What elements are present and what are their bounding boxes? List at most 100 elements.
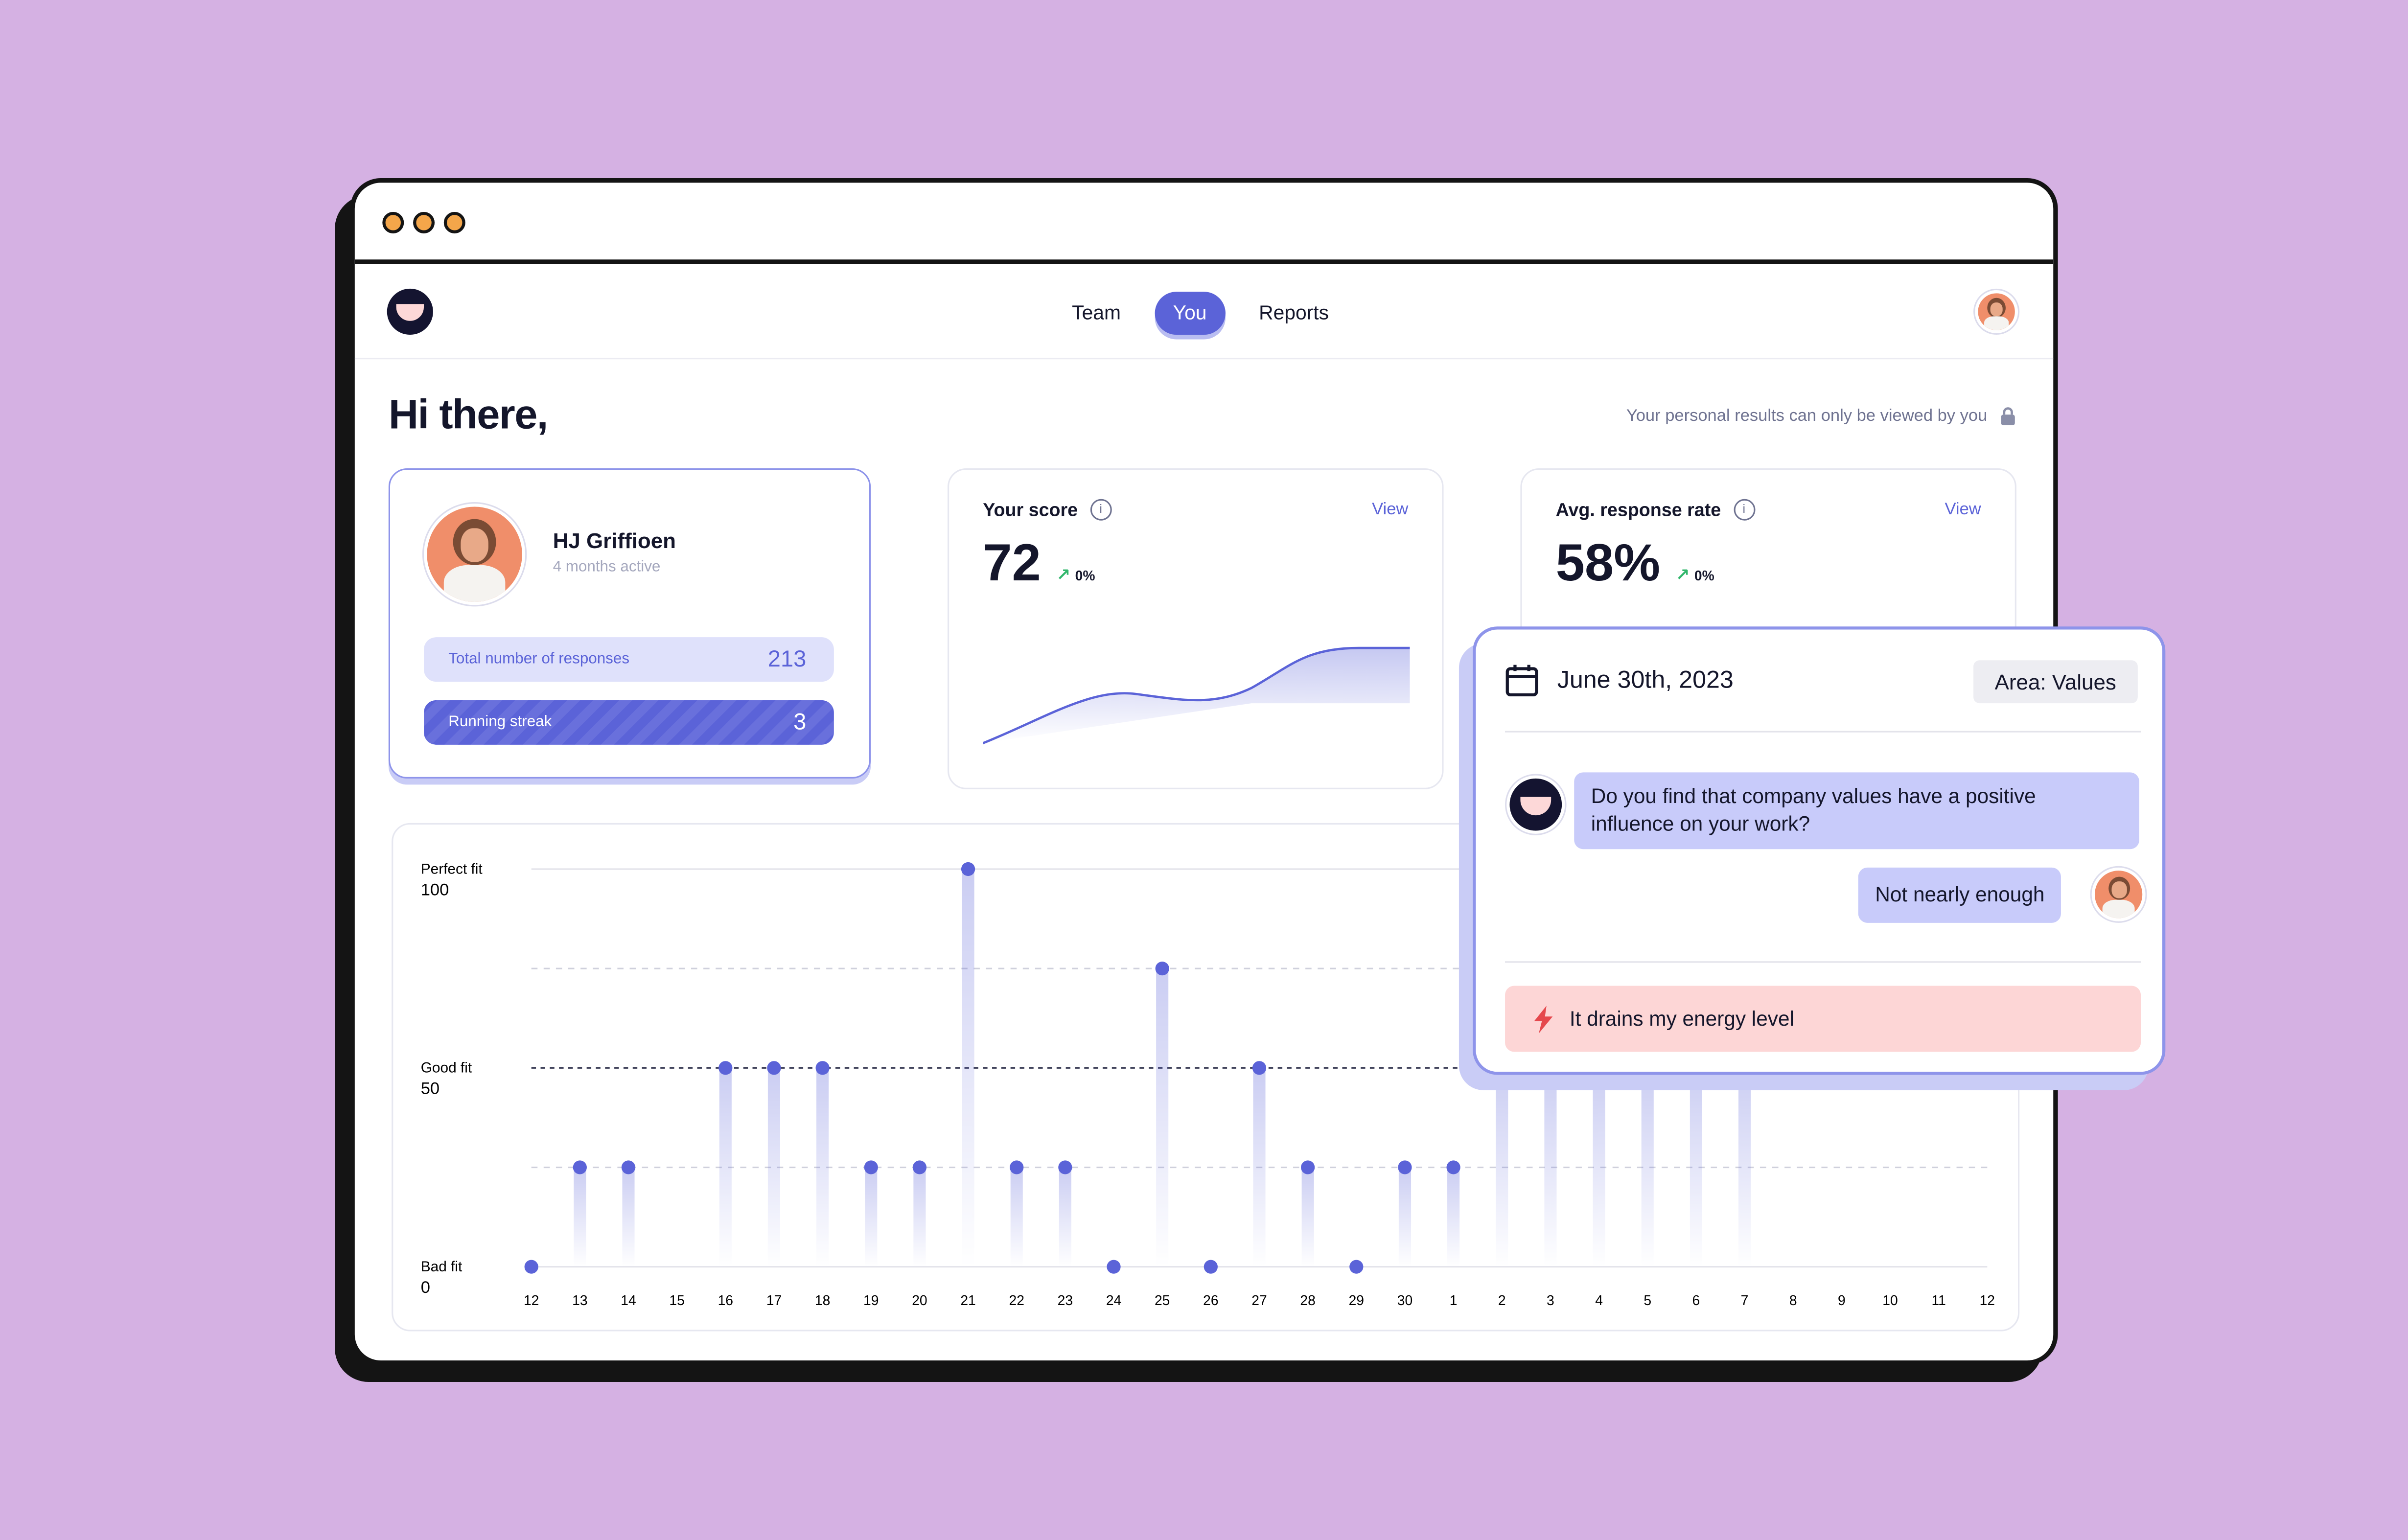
- chart-bar: [1156, 968, 1169, 1267]
- chart-bar: [962, 869, 974, 1267]
- user-avatar: [2091, 867, 2146, 921]
- calendar-icon: [1505, 665, 1538, 696]
- chart-bar: [1010, 1167, 1023, 1267]
- x-axis-tick: 10: [1882, 1292, 1898, 1308]
- streak-stat: Running streak 3: [424, 700, 834, 745]
- chart-point: [912, 1160, 927, 1174]
- response-rate-delta-value: 0%: [1694, 567, 1714, 583]
- main-nav: Team You Reports: [1054, 290, 1347, 336]
- y-axis-label: Good fit: [421, 1060, 472, 1076]
- x-axis-tick: 16: [718, 1292, 733, 1308]
- window-dot-maximize[interactable]: [443, 212, 465, 233]
- chart-point: [1301, 1160, 1315, 1174]
- title-bar: [354, 183, 2054, 264]
- trend-up-icon: ↗: [1056, 566, 1071, 585]
- page-title: Hi there,: [388, 391, 548, 438]
- privacy-note-text: Your personal results can only be viewed…: [1626, 407, 1988, 426]
- app-logo-icon[interactable]: [387, 288, 433, 335]
- x-axis-tick: 17: [766, 1292, 782, 1308]
- profile-subtitle: 4 months active: [553, 559, 661, 576]
- chart-point: [1010, 1160, 1024, 1174]
- chart-bar: [767, 1068, 781, 1267]
- x-axis-tick: 24: [1106, 1292, 1121, 1308]
- lock-icon: [2001, 407, 2015, 426]
- y-axis-label: Perfect fit: [421, 861, 483, 877]
- x-axis-tick: 12: [524, 1292, 539, 1308]
- score-value: 72: [983, 534, 1041, 593]
- chart-bar: [1641, 1068, 1654, 1267]
- chart-point: [1107, 1260, 1121, 1274]
- streak-stat-value: 3: [793, 709, 807, 736]
- chart-bar: [913, 1167, 926, 1267]
- x-axis-tick: 15: [669, 1292, 684, 1308]
- profile-card: HJ Griffioen 4 months active Total numbe…: [388, 468, 871, 779]
- response-detail-popup: June 30th, 2023 Area: Values Do you find…: [1473, 626, 2166, 1075]
- x-axis-tick: 20: [912, 1292, 927, 1308]
- chart-point: [815, 1061, 830, 1075]
- energy-feedback-text: It drains my energy level: [1569, 1007, 1794, 1031]
- user-avatar[interactable]: [1975, 290, 2018, 333]
- answer-bubble: Not nearly enough: [1858, 867, 2061, 923]
- energy-feedback: It drains my energy level: [1505, 986, 2141, 1052]
- x-axis-tick: 25: [1155, 1292, 1170, 1308]
- streak-stat-label: Running streak: [448, 714, 552, 731]
- chart-point: [1398, 1160, 1412, 1174]
- chart-bar: [1253, 1068, 1266, 1267]
- info-icon[interactable]: i: [1733, 499, 1755, 521]
- window-dot-minimize[interactable]: [413, 212, 435, 233]
- lightning-icon: [1534, 1005, 1553, 1033]
- response-rate-value: 58%: [1555, 534, 1661, 593]
- score-delta: ↗ 0%: [1056, 565, 1095, 585]
- x-axis-tick: 1: [1450, 1292, 1458, 1308]
- chart-bar: [1059, 1167, 1071, 1267]
- header-divider: [354, 358, 2054, 360]
- chart-point: [1204, 1260, 1218, 1274]
- x-axis-tick: 30: [1397, 1292, 1412, 1308]
- tab-reports[interactable]: Reports: [1259, 301, 1329, 324]
- area-badge: Area: Values: [1973, 660, 2138, 704]
- x-axis-tick: 2: [1498, 1292, 1506, 1308]
- chart-point: [524, 1260, 538, 1274]
- tab-team[interactable]: Team: [1072, 301, 1121, 324]
- score-delta-value: 0%: [1075, 567, 1095, 583]
- x-axis-tick: 23: [1058, 1292, 1073, 1308]
- x-axis-tick: 29: [1349, 1292, 1364, 1308]
- x-axis-tick: 21: [960, 1292, 975, 1308]
- x-axis-tick: 28: [1300, 1292, 1315, 1308]
- x-axis-tick: 26: [1203, 1292, 1218, 1308]
- score-view-link[interactable]: View: [1372, 500, 1409, 519]
- bot-avatar-icon: [1506, 775, 1565, 834]
- x-axis-tick: 8: [1789, 1292, 1797, 1308]
- chart-bar: [865, 1167, 878, 1267]
- chart-point: [718, 1061, 733, 1075]
- x-axis-tick: 14: [621, 1292, 636, 1308]
- window-dot-close[interactable]: [382, 212, 404, 233]
- tab-you[interactable]: You: [1154, 292, 1226, 335]
- responses-stat: Total number of responses 213: [424, 637, 834, 682]
- chart-bar: [1398, 1167, 1412, 1267]
- chart-bar: [1593, 1068, 1605, 1267]
- x-axis-tick: 19: [863, 1292, 879, 1308]
- x-axis-tick: 7: [1741, 1292, 1749, 1308]
- privacy-note: Your personal results can only be viewed…: [1626, 407, 2016, 426]
- x-axis-tick: 12: [1980, 1292, 1995, 1308]
- score-card: Your score i View 72 ↗ 0%: [948, 468, 1444, 789]
- chart-bar: [574, 1167, 586, 1267]
- chart-point: [864, 1160, 878, 1174]
- response-rate-label: Avg. response rate i: [1556, 499, 1755, 521]
- popup-date: June 30th, 2023: [1557, 667, 1734, 694]
- x-axis-tick: 6: [1692, 1292, 1700, 1308]
- x-axis-tick: 3: [1547, 1292, 1554, 1308]
- info-icon[interactable]: i: [1090, 499, 1112, 521]
- x-axis-tick: 11: [1932, 1292, 1946, 1308]
- response-rate-delta: ↗ 0%: [1676, 565, 1714, 585]
- y-axis-value: 0: [421, 1278, 430, 1297]
- chart-bar: [622, 1167, 635, 1267]
- popup-divider: [1505, 961, 2141, 963]
- x-axis-tick: 5: [1644, 1292, 1651, 1308]
- chart-bar: [1544, 1068, 1557, 1267]
- response-rate-view-link[interactable]: View: [1945, 500, 1981, 519]
- chart-bar: [1447, 1167, 1460, 1267]
- chart-bar: [816, 1068, 829, 1267]
